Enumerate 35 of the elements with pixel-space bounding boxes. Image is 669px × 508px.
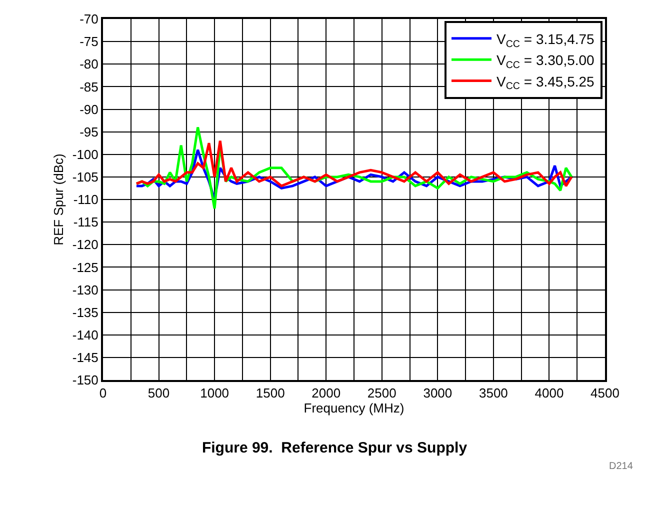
x-tick-label: 0	[99, 386, 107, 401]
y-tick-label: -95	[80, 124, 98, 140]
x-tick-label: 500	[148, 386, 170, 401]
line-series	[135, 140, 573, 188]
y-tick-label: -70	[80, 12, 98, 27]
y-tick-label: -110	[73, 192, 98, 208]
y-tick-label: -100	[72, 146, 98, 162]
x-tick-label: 2000	[312, 386, 341, 401]
y-tick-label: -140	[72, 327, 98, 342]
y-tick-label: -75	[80, 34, 98, 50]
y-tick-label: -130	[72, 282, 98, 298]
x-tick-label: 3000	[423, 386, 452, 401]
legend-label: V$_{CC}$ = 3.45,5.25	[496, 73, 595, 92]
legend-label: V$_{CC}$ = 3.30,5.00	[496, 52, 595, 72]
x-tick-label: 1000	[200, 386, 230, 401]
y-tick-label: -115	[73, 214, 98, 230]
y-tick-label: -85	[80, 79, 98, 94]
x-tick-label: 1500	[256, 386, 285, 401]
y-tick-label: -145	[72, 350, 98, 365]
y-tick-label: -135	[72, 304, 98, 320]
x-axis-title: Frequency (MHz)	[304, 400, 404, 416]
text: D214	[609, 461, 634, 472]
x-tick-label: 3500	[478, 386, 508, 401]
y-tick-label: -125	[72, 260, 98, 275]
y-tick-label: -150	[72, 372, 98, 388]
text: Figure 99. Reference Spur vs Supply	[202, 439, 468, 456]
y-tick-label: -105	[72, 169, 98, 184]
x-tick-label: 2500	[367, 386, 396, 401]
y-axis-title: REF Spur (dBc)	[50, 154, 66, 246]
y-tick-label: -120	[72, 237, 98, 252]
x-tick-label: 4000	[534, 386, 564, 401]
x-tick-label: 4500	[590, 386, 620, 401]
legend-label: V$_{CC}$ = 3.15,4.75	[496, 30, 595, 50]
y-tick-label: -80	[80, 56, 98, 72]
y-tick-label: -90	[80, 102, 98, 117]
